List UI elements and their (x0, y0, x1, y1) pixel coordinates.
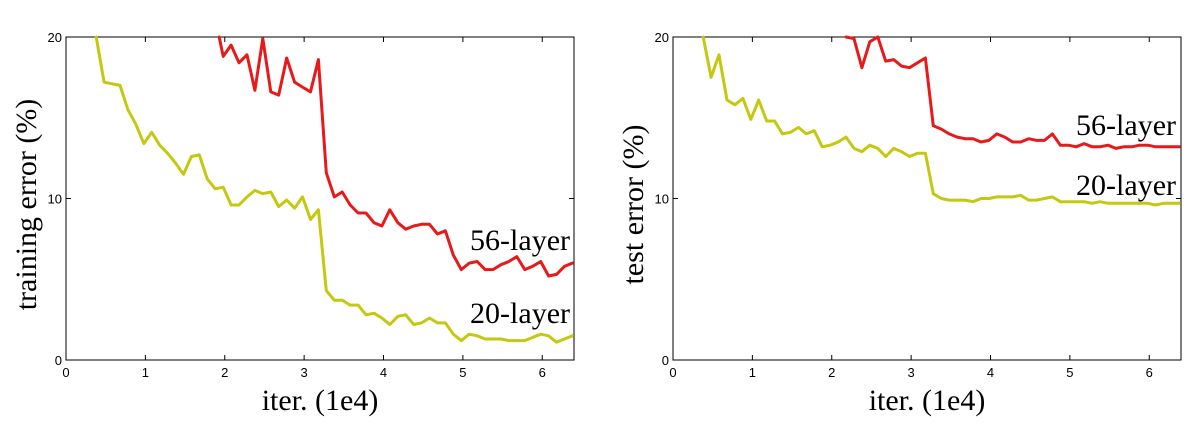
chart-2-xtick-label: 4 (987, 365, 994, 380)
chart-2-xtick-label: 2 (828, 365, 835, 380)
chart-2-ytick-label: 10 (655, 192, 669, 207)
chart-2-xtick-label: 5 (1066, 365, 1073, 380)
chart-1-ytick-label: 0 (55, 353, 62, 368)
chart-1-xtick-label: 6 (539, 365, 546, 380)
chart-2-xtick-label: 1 (749, 365, 756, 380)
chart-2-xtick-label: 0 (669, 365, 676, 380)
chart-1-ytick-label: 20 (48, 30, 62, 45)
chart-2-series-label-56-layer: 56-layer (1076, 109, 1176, 142)
chart-2-xtick-label: 6 (1146, 365, 1153, 380)
chart-2-xtick-label: 3 (908, 365, 915, 380)
chart-1-xtick-label: 2 (221, 365, 228, 380)
chart-1-series-line-56-layer (217, 35, 574, 278)
chart-1-ytick-label: 10 (48, 192, 62, 207)
chart-1-xtick-label: 1 (142, 365, 149, 380)
chart-2: 0 1 2 3 4 5 6 0 10 20 56-layer 20-layer iter. (1e4) t… (617, 30, 1182, 417)
chart-2-x-axis-label: iter. (1e4) (869, 384, 986, 417)
chart-1-series-line-20-layer (94, 35, 574, 344)
chart-1-x-axis-label: iter. (1e4) (262, 384, 379, 417)
chart-2-series-line-56-layer (844, 35, 1181, 150)
chart-1-y-axis-label: training error (%) (10, 99, 43, 311)
chart-1-xtick-label: 5 (459, 365, 466, 380)
chart-2-series-label-20-layer: 20-layer (1076, 169, 1176, 202)
chart-2-ytick-label: 20 (655, 30, 669, 45)
chart-1: 0 1 2 3 4 5 6 0 10 20 56-layer 20-layer iter. (1e4) t… (10, 30, 575, 417)
chart-1-xtick-label: 0 (62, 365, 69, 380)
chart-2-series-line-20-layer (701, 35, 1181, 207)
chart-1-series-label-20-layer: 20-layer (470, 297, 570, 330)
chart-2-ytick-label: 0 (662, 353, 669, 368)
chart-1-xtick-label: 4 (380, 365, 387, 380)
chart-2-y-axis-label: test error (%) (617, 125, 650, 285)
chart-1-xtick-label: 3 (301, 365, 308, 380)
chart-1-series-label-56-layer: 56-layer (470, 224, 570, 257)
